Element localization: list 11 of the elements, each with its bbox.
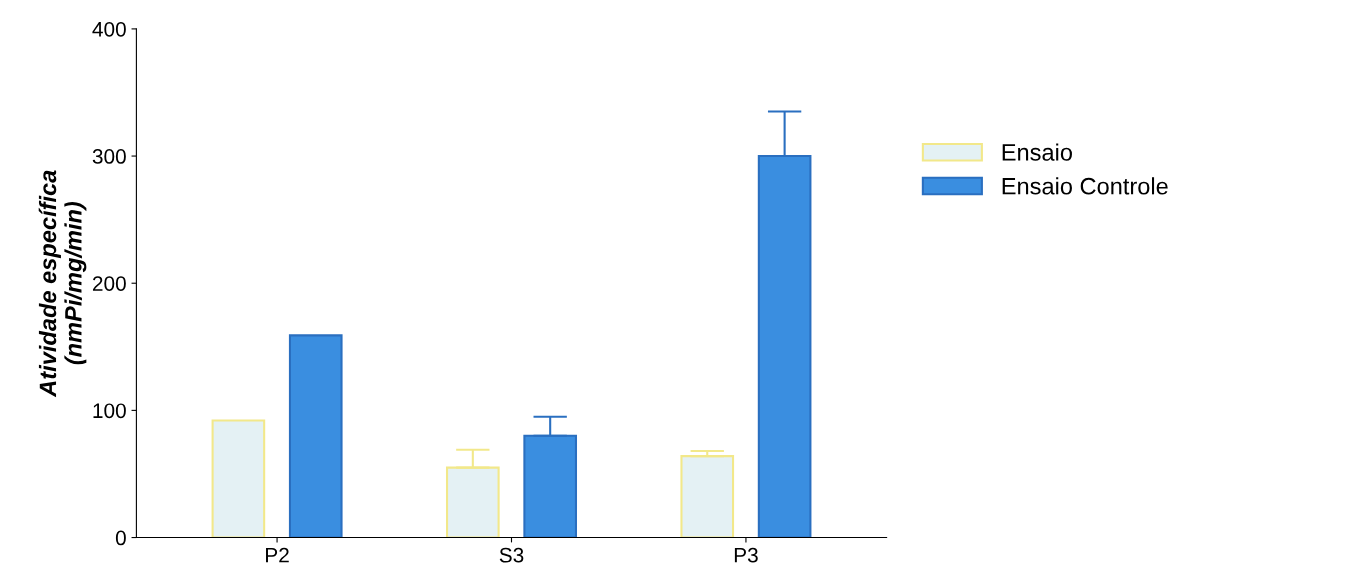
legend-label: Ensaio [1002,143,1072,161]
y-tick-label: 200 [92,276,126,291]
legend-label: Ensaio Controle [1002,177,1168,195]
x-tick-label: P3 [734,547,758,563]
y-tick-label: 100 [93,403,126,419]
y-tick-label: 0 [115,530,126,546]
y-tick-label: 300 [92,149,126,164]
x-tick-label: S3 [499,547,524,563]
y-tick-label: 400 [92,21,126,37]
y-axis-title: Atividade específica (nmPi/mg/min) [38,170,87,398]
x-tick-label: P2 [266,547,289,563]
